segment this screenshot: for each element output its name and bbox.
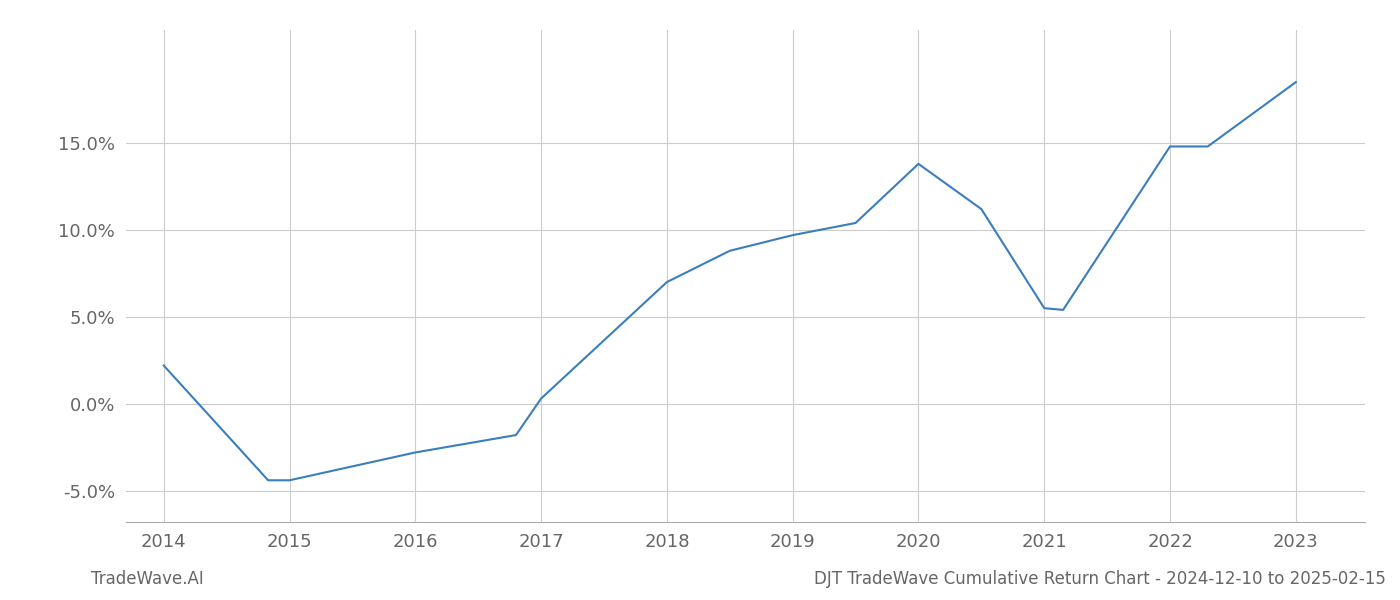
Text: DJT TradeWave Cumulative Return Chart - 2024-12-10 to 2025-02-15: DJT TradeWave Cumulative Return Chart - …	[815, 570, 1386, 588]
Text: TradeWave.AI: TradeWave.AI	[91, 570, 204, 588]
